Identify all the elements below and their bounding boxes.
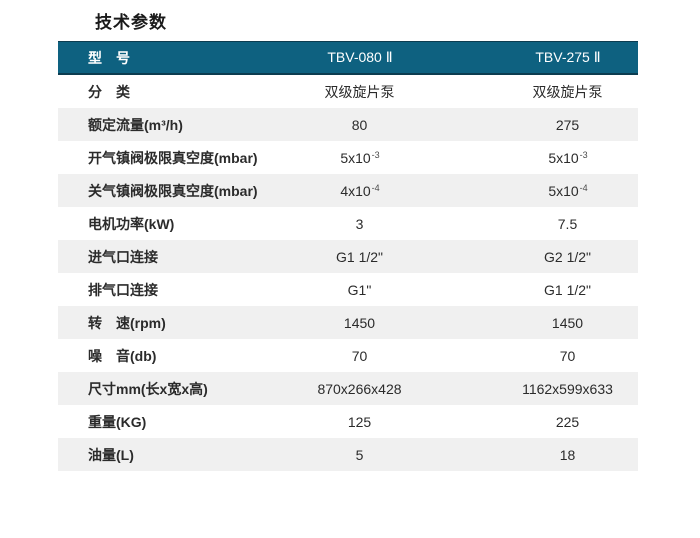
value-text: 3 [355, 215, 364, 232]
value-text: 双级旋片泵 [324, 83, 395, 100]
value-exponent: -3 [579, 149, 588, 160]
row-value-model2: 225 [498, 414, 638, 430]
value-text: 5x10 [548, 182, 579, 199]
table-row-rotation-speed: 转 速(rpm) 1450 1450 [58, 306, 638, 339]
row-value-model1: 4x10-4 [222, 183, 498, 199]
header-model-2: TBV-275 Ⅱ [535, 49, 601, 65]
row-label: 关气镇阀极限真空度(mbar) [88, 182, 258, 199]
table-row-weight: 重量(KG) 125 225 [58, 405, 638, 438]
value-text: 双级旋片泵 [532, 83, 603, 100]
table-row-vacuum-gas-ballast-closed: 关气镇阀极限真空度(mbar) 4x10-4 5x10-4 [58, 174, 638, 207]
row-label: 进气口连接 [88, 248, 158, 265]
row-label: 排气口连接 [88, 281, 158, 298]
row-value-model2: G1 1/2" [498, 282, 638, 298]
table-body: 分 类 双级旋片泵 双级旋片泵 额定流量(m³/h) 80 275 开气镇阀极限… [58, 75, 638, 471]
row-value-model2: 5x10-3 [498, 150, 638, 166]
table-row-motor-power: 电机功率(kW) 3 7.5 [58, 207, 638, 240]
value-text: 1450 [343, 314, 376, 331]
value-text: 1450 [551, 314, 584, 331]
value-text: 18 [559, 446, 576, 463]
row-value-model2: 1162x599x633 [498, 381, 638, 397]
row-value-model1: 70 [222, 348, 498, 364]
value-text: 1162x599x633 [522, 380, 613, 397]
row-value-model1: 870x266x428 [222, 381, 498, 397]
table-row-oil-capacity: 油量(L) 5 18 [58, 438, 638, 471]
row-value-model2: 18 [498, 447, 638, 463]
table-row-exhaust-connection: 排气口连接 G1" G1 1/2" [58, 273, 638, 306]
row-value-model1: 5x10-3 [222, 150, 498, 166]
value-text: 70 [559, 347, 576, 364]
row-value-model2: 7.5 [498, 216, 638, 232]
table-row-vacuum-gas-ballast-open: 开气镇阀极限真空度(mbar) 5x10-3 5x10-3 [58, 141, 638, 174]
row-value-model1: 125 [222, 414, 498, 430]
table-row-noise: 噪 音(db) 70 70 [58, 339, 638, 372]
row-value-model2: 5x10-4 [498, 183, 638, 199]
value-text: 80 [351, 116, 368, 133]
value-text: 225 [555, 413, 580, 430]
row-label: 电机功率(kW) [88, 215, 175, 232]
row-label: 尺寸mm(长x宽x高) [88, 380, 208, 397]
value-text: 125 [347, 413, 372, 430]
row-value-model1: 1450 [222, 315, 498, 331]
row-label: 分 类 [88, 83, 130, 100]
row-value-model1: 5 [222, 447, 498, 463]
value-text: 870x266x428 [317, 380, 402, 397]
row-value-model2: G2 1/2" [498, 249, 638, 265]
table-row-rated-flow: 额定流量(m³/h) 80 275 [58, 108, 638, 141]
page-title: 技术参数 [95, 13, 167, 32]
row-value-model1: 双级旋片泵 [222, 82, 498, 102]
value-text: 5x10 [548, 149, 579, 166]
row-value-model1: G1 1/2" [222, 249, 498, 265]
value-exponent: -4 [371, 182, 380, 193]
row-value-model1: G1" [222, 282, 498, 298]
row-label: 噪 音(db) [88, 347, 157, 364]
value-text: 7.5 [557, 215, 578, 232]
header-model-label: 型 号 [88, 49, 130, 66]
header-model-1: TBV-080 Ⅱ [327, 49, 393, 65]
value-exponent: -4 [579, 182, 588, 193]
row-label: 油量(L) [88, 446, 134, 463]
spec-table: 型 号 TBV-080 Ⅱ TBV-275 Ⅱ 分 类 双级旋片泵 双级旋片泵 … [58, 41, 638, 471]
value-exponent: -3 [371, 149, 380, 160]
row-value-model2: 275 [498, 117, 638, 133]
table-row-dimensions: 尺寸mm(长x宽x高) 870x266x428 1162x599x633 [58, 372, 638, 405]
value-text: 70 [351, 347, 368, 364]
row-value-model2: 双级旋片泵 [498, 82, 638, 102]
table-row-category: 分 类 双级旋片泵 双级旋片泵 [58, 75, 638, 108]
row-label: 转 速(rpm) [88, 314, 166, 331]
value-text: G1 1/2" [544, 281, 591, 298]
table-header-row: 型 号 TBV-080 Ⅱ TBV-275 Ⅱ [58, 41, 638, 75]
row-label: 额定流量(m³/h) [88, 116, 183, 133]
row-value-model1: 80 [222, 117, 498, 133]
row-value-model2: 1450 [498, 315, 638, 331]
value-text: 275 [555, 116, 580, 133]
value-text: G1 1/2" [336, 248, 383, 265]
table-row-inlet-connection: 进气口连接 G1 1/2" G2 1/2" [58, 240, 638, 273]
row-label: 开气镇阀极限真空度(mbar) [88, 149, 258, 166]
row-value-model1: 3 [222, 216, 498, 232]
value-text: 5x10 [340, 149, 371, 166]
row-label: 重量(KG) [88, 413, 147, 430]
value-text: 4x10 [340, 182, 371, 199]
value-text: G2 1/2" [544, 248, 591, 265]
value-text: 5 [355, 446, 364, 463]
value-text: G1" [347, 281, 372, 298]
row-value-model2: 70 [498, 348, 638, 364]
